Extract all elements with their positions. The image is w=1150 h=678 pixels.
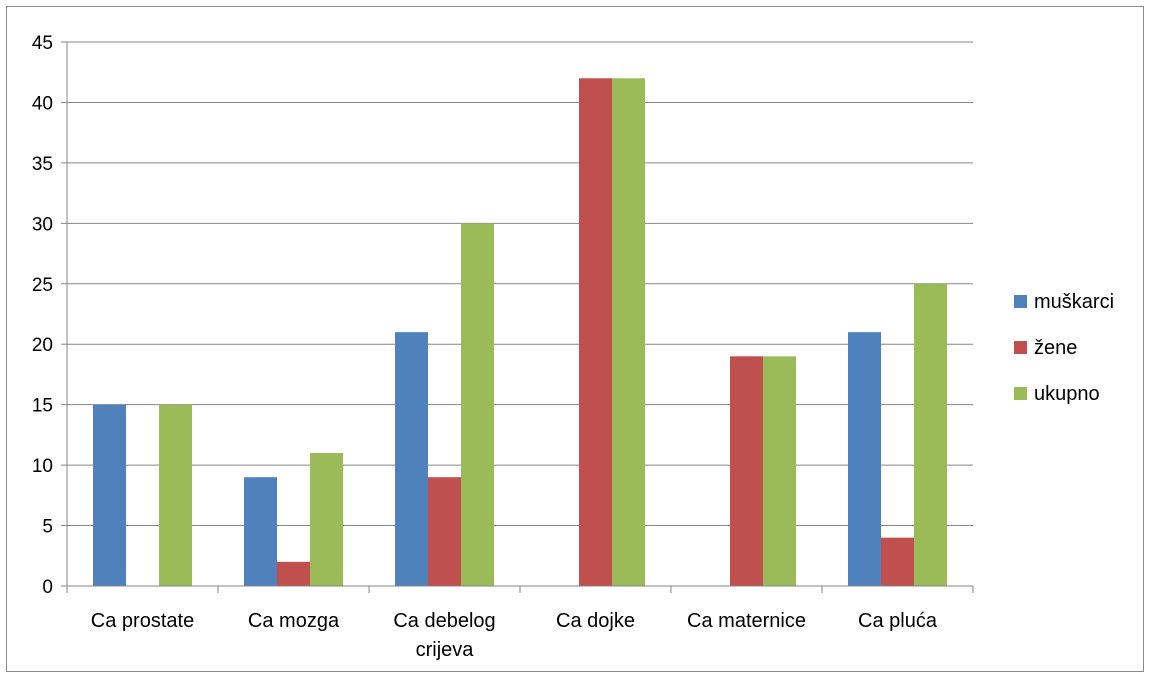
bar-muskarci [244,477,277,586]
x-category-label: crijeva [416,639,475,661]
legend-label: muškarci [1034,291,1114,313]
y-tick-label: 5 [42,517,53,538]
x-category-label: Ca pluća [858,610,938,632]
legend-label: ukupno [1034,383,1100,405]
y-tick-label: 35 [32,154,53,175]
bar-ukupno [763,356,796,586]
legend-swatch [1014,387,1027,400]
x-category-label: Ca debelog [393,610,495,632]
bar-muskarci [93,404,126,586]
bar-zene [428,477,461,586]
legend: muškarci žene ukupno [1014,291,1114,405]
bar-ukupno [159,404,192,586]
y-tick-label: 30 [32,214,53,235]
chart-frame [6,6,1144,672]
x-axis-category-labels: Ca prostate Ca mozga Ca debelog crijeva Ca d… [91,610,938,661]
bar-zene [277,561,310,586]
y-tick-label: 0 [42,577,53,598]
bar-ukupno [914,283,947,586]
y-tick-label: 25 [32,275,53,296]
bar-ukupno [310,453,343,586]
y-tick-label: 10 [32,456,53,477]
bar-zene [730,356,763,586]
y-tick-label: 45 [32,33,53,54]
legend-swatch [1014,341,1027,354]
bar-muskarci [848,332,881,586]
bar-zene [579,78,612,587]
bars [93,78,947,587]
x-category-label: Ca mozga [248,610,340,632]
x-category-label: Ca prostate [91,610,194,632]
legend-label: žene [1034,337,1077,359]
y-tick-label: 15 [32,396,53,417]
legend-swatch [1014,295,1027,308]
axes [61,41,974,593]
y-tick-label: 40 [32,93,53,114]
bar-muskarci [395,332,428,586]
gridlines [67,41,973,527]
bar-ukupno [612,78,645,587]
y-tick-label: 20 [32,335,53,356]
x-category-label: Ca dojke [556,610,635,632]
bar-zene [881,537,914,586]
x-category-label: Ca maternice [687,610,806,632]
y-axis-tick-labels: 0 5 10 15 20 25 30 35 40 45 [32,33,53,598]
bar-ukupno [461,223,494,587]
